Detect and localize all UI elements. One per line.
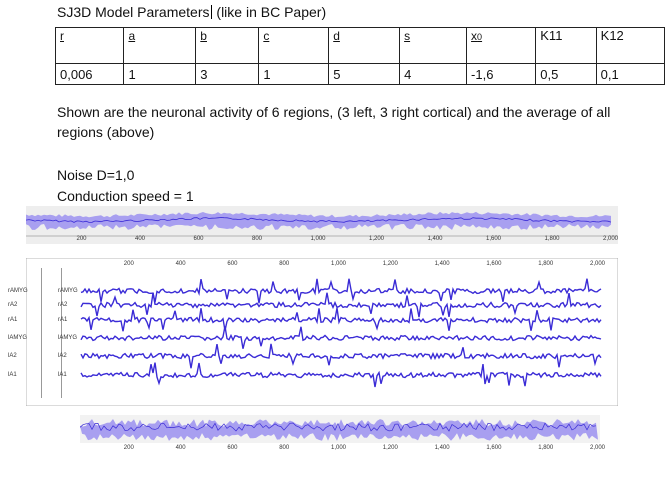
- noise-text: Noise D=1,0: [57, 167, 135, 183]
- value-a: 1: [123, 63, 197, 85]
- axis-tick-label: 800: [252, 236, 263, 242]
- table-value-row: 0,006 1 3 1 5 4 -1,6 0,5 0,1: [54, 63, 665, 85]
- average-activity-plot: [26, 206, 618, 244]
- channel-trace: [80, 326, 602, 349]
- header-c: c: [258, 27, 330, 64]
- axis-tick-label: 400: [175, 445, 186, 451]
- axis-tick-label: 1,200: [369, 236, 385, 242]
- axis-tick-label: 1,400: [434, 445, 450, 451]
- value-k11: 0,5: [535, 63, 597, 85]
- table-header-row: r a b c d s x0 K11 K12: [54, 27, 665, 64]
- header-a: a: [123, 27, 197, 64]
- axis-tick-label: 600: [227, 445, 238, 451]
- channel-trace: [80, 278, 602, 304]
- header-b: b: [195, 27, 260, 64]
- value-r: 0,006: [54, 63, 125, 85]
- header-d: d: [328, 27, 401, 64]
- axis-tick-label: 1,800: [538, 261, 554, 267]
- axis-tick-label: 600: [227, 261, 238, 267]
- axis-tick-label: 400: [135, 236, 146, 242]
- channel-label-right: rA2: [58, 302, 68, 308]
- document-title: SJ3D Model Parameters (like in BC Paper): [57, 4, 327, 20]
- axis-tick-label: 1,200: [382, 261, 398, 267]
- axis-tick-label: 200: [123, 261, 134, 267]
- speed-text: Conduction speed = 1: [57, 188, 194, 204]
- overview-line: [80, 422, 597, 432]
- channel-label-right: rAMYG: [58, 288, 78, 294]
- value-b: 3: [195, 63, 260, 85]
- axis-tick-label: 2,000: [590, 445, 606, 451]
- overview-plot: [80, 415, 600, 443]
- channel-label-left: rAMYG: [8, 288, 28, 294]
- axis-tick-label: 200: [76, 236, 87, 242]
- axis-tick-label: 1,800: [544, 236, 560, 242]
- channel-label-left: rA1: [8, 317, 18, 323]
- channel-trace: [80, 307, 602, 332]
- channel-label-right: lA2: [58, 353, 67, 359]
- axis-tick-label: 1,400: [434, 261, 450, 267]
- header-k11: K11: [535, 27, 597, 64]
- axis-tick-label: 1,600: [486, 445, 502, 451]
- axis-tick-label: 1,600: [486, 236, 502, 242]
- parameter-table: r a b c d s x0 K11 K12 0,006 1 3 1 5 4 -…: [54, 27, 665, 85]
- channel-trace: [80, 292, 602, 318]
- header-r: r: [54, 27, 125, 64]
- axis-tick-label: 600: [193, 236, 204, 242]
- axis-tick-label: 400: [175, 261, 186, 267]
- channel-label-left: lAMYG: [8, 335, 28, 341]
- value-k12: 0,1: [595, 63, 665, 85]
- channel-label-left: lA1: [8, 372, 17, 378]
- axis-tick-label: 200: [123, 445, 134, 451]
- axis-tick-label: 1,000: [331, 261, 347, 267]
- axis-tick-label: 1,600: [486, 261, 502, 267]
- axis-tick-label: 800: [279, 261, 290, 267]
- text-caret: [210, 5, 212, 19]
- channel-label-right: lAMYG: [58, 335, 78, 341]
- channel-label-left: lA2: [8, 353, 17, 359]
- header-k12: K12: [595, 27, 665, 64]
- header-x0: x0: [466, 27, 537, 64]
- channel-label-right: lA1: [58, 372, 67, 378]
- value-c: 1: [258, 63, 330, 85]
- header-s: s: [399, 27, 468, 64]
- channel-label-left: rA2: [8, 302, 18, 308]
- axis-tick-label: 1,800: [538, 445, 554, 451]
- axis-tick-label: 1,400: [427, 236, 443, 242]
- channel-label-right: rA1: [58, 317, 68, 323]
- description-text: Shown are the neuronal activity of 6 reg…: [57, 104, 611, 140]
- value-x0: -1,6: [466, 63, 537, 85]
- channel-activity-plot: [26, 258, 618, 406]
- value-s: 4: [399, 63, 468, 85]
- axis-tick-label: 2,000: [603, 236, 619, 242]
- axis-tick-label: 800: [279, 445, 290, 451]
- axis-tick-label: 1,000: [331, 445, 347, 451]
- axis-tick-label: 1,000: [310, 236, 326, 242]
- channel-trace: [80, 362, 602, 388]
- value-d: 5: [328, 63, 401, 85]
- average-line: [26, 217, 612, 223]
- axis-tick-label: 2,000: [590, 261, 606, 267]
- axis-tick-label: 1,200: [382, 445, 398, 451]
- channel-trace: [80, 343, 602, 369]
- overview-band: [80, 419, 598, 441]
